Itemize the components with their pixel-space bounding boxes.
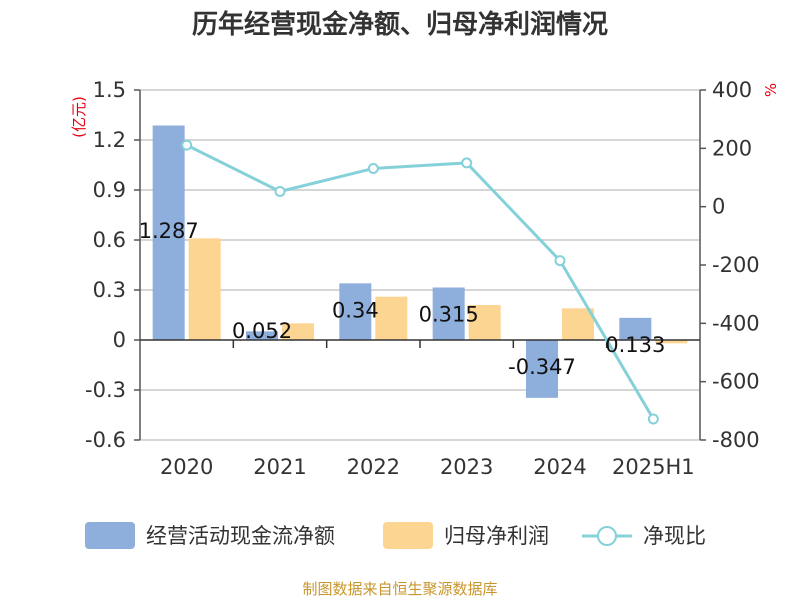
x-tick-label: 2025H1 xyxy=(612,455,695,479)
ratio-line-path xyxy=(185,143,655,420)
cashflow-data-label: 1.287 xyxy=(139,219,199,243)
net-profit-bar xyxy=(375,296,408,340)
ratio-line xyxy=(181,139,659,425)
cashflow-bar xyxy=(619,317,652,340)
ratio-point xyxy=(554,255,566,267)
net-profit-bar xyxy=(188,238,221,340)
ratio-point xyxy=(461,157,473,169)
legend-swatch-cashflow xyxy=(85,522,135,549)
data-labels: 1.287 0.052 0.34 0.315 -0.347 0.133 xyxy=(139,219,666,379)
cashflow-bar xyxy=(246,331,278,340)
y-right-tick-label: 200 xyxy=(712,136,752,160)
x-tick-label: 2021 xyxy=(253,455,306,479)
cashflow-data-label: 0.315 xyxy=(419,303,479,327)
legend-label-net-profit: 归母净利润 xyxy=(444,524,549,548)
ratio-point xyxy=(181,139,193,151)
y-left-tick-label: 0.3 xyxy=(93,278,126,302)
legend: 经营活动现金流净额 归母净利润 净现比 xyxy=(85,522,706,549)
cashflow-bar xyxy=(339,283,372,340)
ratio-point xyxy=(367,162,379,174)
x-tick-label: 2020 xyxy=(160,455,213,479)
y-left-tick-label: 0.9 xyxy=(93,178,126,202)
legend-marker-cash-ratio xyxy=(597,526,617,546)
y-right-tick-label: 400 xyxy=(712,78,752,102)
legend-item-net-profit[interactable]: 归母净利润 xyxy=(383,522,549,549)
net-profit-bar xyxy=(655,340,688,344)
cashflow-data-label: 0.34 xyxy=(332,298,379,322)
x-tick-label: 2022 xyxy=(347,455,400,479)
legend-item-cashflow[interactable]: 经营活动现金流净额 xyxy=(85,522,335,549)
net-profit-bar xyxy=(282,323,314,340)
y-right-tick-label: -200 xyxy=(712,253,760,277)
y-left-tick-label: 1.5 xyxy=(93,78,126,102)
ratio-point xyxy=(274,186,286,197)
y-right-tick-label: -800 xyxy=(712,428,760,452)
y-right-tick-label: 0 xyxy=(712,195,725,219)
axes: 1.5 1.2 0.9 0.6 0.3 0 -0.3 -0.6 400 200 0 -200 -400 -… xyxy=(85,78,760,479)
x-tick-label: 2023 xyxy=(440,455,493,479)
y-right-tick-label: -400 xyxy=(712,311,760,335)
grid xyxy=(140,89,700,441)
chart-title: 历年经营现金净额、归母净利润情况 xyxy=(192,9,608,40)
cashflow-bar xyxy=(152,125,185,340)
legend-label-cash-ratio: 净现比 xyxy=(643,524,706,548)
y-right-tick-label: -600 xyxy=(712,370,760,394)
legend-swatch-net-profit xyxy=(383,522,433,549)
ratio-point xyxy=(647,413,659,425)
x-tick-label: 2024 xyxy=(533,455,586,479)
cashflow-data-label: 0.052 xyxy=(232,319,292,343)
cashflow-bar xyxy=(526,340,558,398)
bars xyxy=(152,125,688,398)
source-note: 制图数据来自恒生聚源数据库 xyxy=(302,580,497,598)
y-left-tick-label: -0.3 xyxy=(85,378,126,402)
net-profit-bar xyxy=(562,308,594,340)
y-left-unit: (亿元) xyxy=(70,96,88,138)
y-left-tick-label: -0.6 xyxy=(85,428,126,452)
net-profit-bar xyxy=(468,305,501,340)
y-left-tick-label: 0.6 xyxy=(93,228,126,252)
y-right-unit: % xyxy=(762,83,780,97)
legend-item-cash-ratio[interactable]: 净现比 xyxy=(582,524,706,548)
cashflow-data-label: 0.133 xyxy=(605,333,665,357)
cashflow-data-label: -0.347 xyxy=(508,355,576,379)
cashflow-bar xyxy=(432,287,465,340)
legend-label-cashflow: 经营活动现金流净额 xyxy=(146,524,335,548)
y-left-tick-label: 1.2 xyxy=(93,128,126,152)
y-left-tick-label: 0 xyxy=(113,328,126,352)
